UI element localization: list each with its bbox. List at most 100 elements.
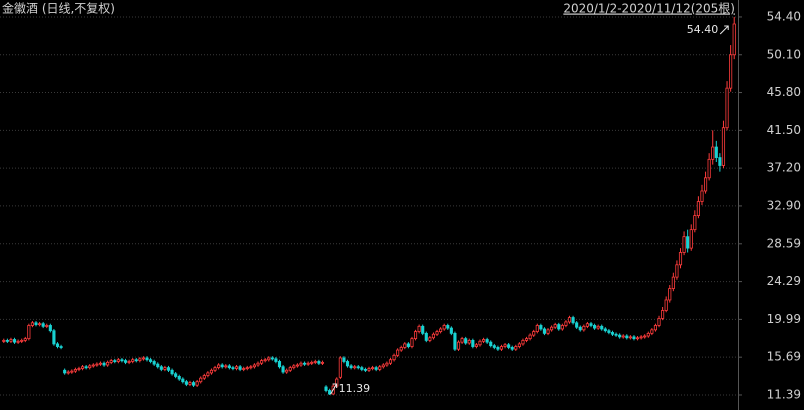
- candle-body: [174, 373, 178, 377]
- y-tick-label: 45.80: [767, 85, 801, 99]
- candle-body: [70, 370, 74, 373]
- y-tick-label: 37.20: [767, 161, 801, 175]
- candle-body: [9, 339, 13, 342]
- candle-body: [256, 362, 260, 366]
- candle-body: [328, 390, 332, 395]
- candle-body: [166, 367, 171, 371]
- candle-body: [671, 276, 675, 289]
- candle-body: [424, 332, 428, 341]
- candle-body: [503, 344, 507, 347]
- candle-body: [657, 318, 661, 326]
- candle-body: [686, 236, 690, 249]
- candle-body: [603, 328, 607, 332]
- y-tick-label: 19.99: [767, 312, 801, 326]
- candle-body: [45, 325, 49, 327]
- candle-body: [145, 357, 149, 361]
- candle-body: [664, 299, 668, 311]
- candle-body: [342, 357, 346, 362]
- candle-body: [496, 347, 500, 350]
- candle-body: [23, 338, 27, 341]
- candle-body: [435, 331, 439, 335]
- candle-body: [707, 158, 711, 179]
- candle-body: [249, 366, 253, 369]
- candle-body: [610, 332, 615, 335]
- candle-body: [632, 336, 636, 340]
- candle-body: [589, 323, 593, 326]
- candle-body: [482, 339, 486, 342]
- candle-body: [109, 360, 113, 363]
- candle-body: [231, 367, 235, 370]
- candle-body: [52, 330, 56, 345]
- candle-body: [220, 364, 224, 368]
- candle-body: [721, 127, 726, 166]
- candle-body: [646, 332, 650, 337]
- candle-body: [206, 372, 210, 376]
- candle-body: [661, 310, 665, 319]
- candle-body: [439, 328, 443, 333]
- candle-body: [127, 361, 131, 363]
- max-label: 54.40: [687, 23, 719, 36]
- candle-body: [431, 333, 436, 339]
- candle-body: [267, 357, 271, 361]
- candle-body: [467, 339, 471, 344]
- candle-body: [113, 360, 117, 363]
- candle-body: [693, 215, 697, 231]
- candle-body: [209, 369, 214, 374]
- candle-body: [625, 335, 629, 339]
- candle-body: [396, 349, 400, 356]
- candle-body: [84, 366, 88, 369]
- candle-body: [535, 325, 539, 333]
- candle-body: [381, 364, 385, 368]
- y-tick-label: 11.39: [767, 387, 801, 401]
- candle-body: [98, 362, 103, 365]
- candle-body: [77, 368, 81, 370]
- candle-body: [48, 325, 52, 332]
- candle-body: [141, 357, 145, 360]
- candle-body: [252, 364, 256, 368]
- min-arrow: [330, 383, 338, 395]
- candle-body: [696, 201, 700, 216]
- candle-body: [596, 325, 600, 329]
- candle-body: [156, 363, 160, 368]
- candle-body: [55, 343, 60, 347]
- candle-body: [464, 338, 468, 344]
- candle-body: [460, 338, 464, 343]
- min-label: 11.39: [339, 382, 371, 395]
- candle-body: [88, 365, 92, 369]
- y-tick-label: 50.10: [767, 47, 801, 61]
- candle-body: [356, 366, 360, 369]
- candle-body: [263, 359, 267, 362]
- candle-body: [682, 236, 686, 253]
- candle-body: [399, 347, 403, 351]
- candle-body: [224, 365, 228, 368]
- candle-body: [227, 365, 231, 369]
- candle-body: [528, 334, 532, 340]
- candle-body: [714, 146, 718, 158]
- candle-body: [131, 359, 135, 362]
- candle-body: [159, 366, 163, 370]
- candle-body: [507, 344, 511, 348]
- candle-body: [560, 325, 564, 330]
- chart-title: 金徽酒 (日线,不复权): [2, 1, 115, 16]
- candle-body: [607, 330, 611, 333]
- candle-body: [553, 324, 557, 328]
- candle-body: [310, 361, 314, 364]
- candle-body: [378, 366, 382, 370]
- candle-body: [417, 325, 421, 333]
- candle-body: [614, 333, 618, 336]
- candle-body: [270, 357, 274, 360]
- candle-body: [564, 321, 568, 326]
- candle-body: [499, 346, 504, 350]
- candle-body: [524, 338, 529, 341]
- candle-body: [195, 381, 199, 386]
- candle-body: [80, 366, 85, 369]
- candle-body: [134, 359, 138, 362]
- candle-body: [371, 367, 375, 370]
- candle-body: [302, 362, 307, 365]
- candle-body: [639, 336, 643, 339]
- candle-body: [653, 325, 658, 331]
- candle-body: [363, 368, 367, 371]
- candle-body: [421, 325, 425, 334]
- candle-body: [95, 363, 99, 366]
- candle-body: [485, 339, 489, 343]
